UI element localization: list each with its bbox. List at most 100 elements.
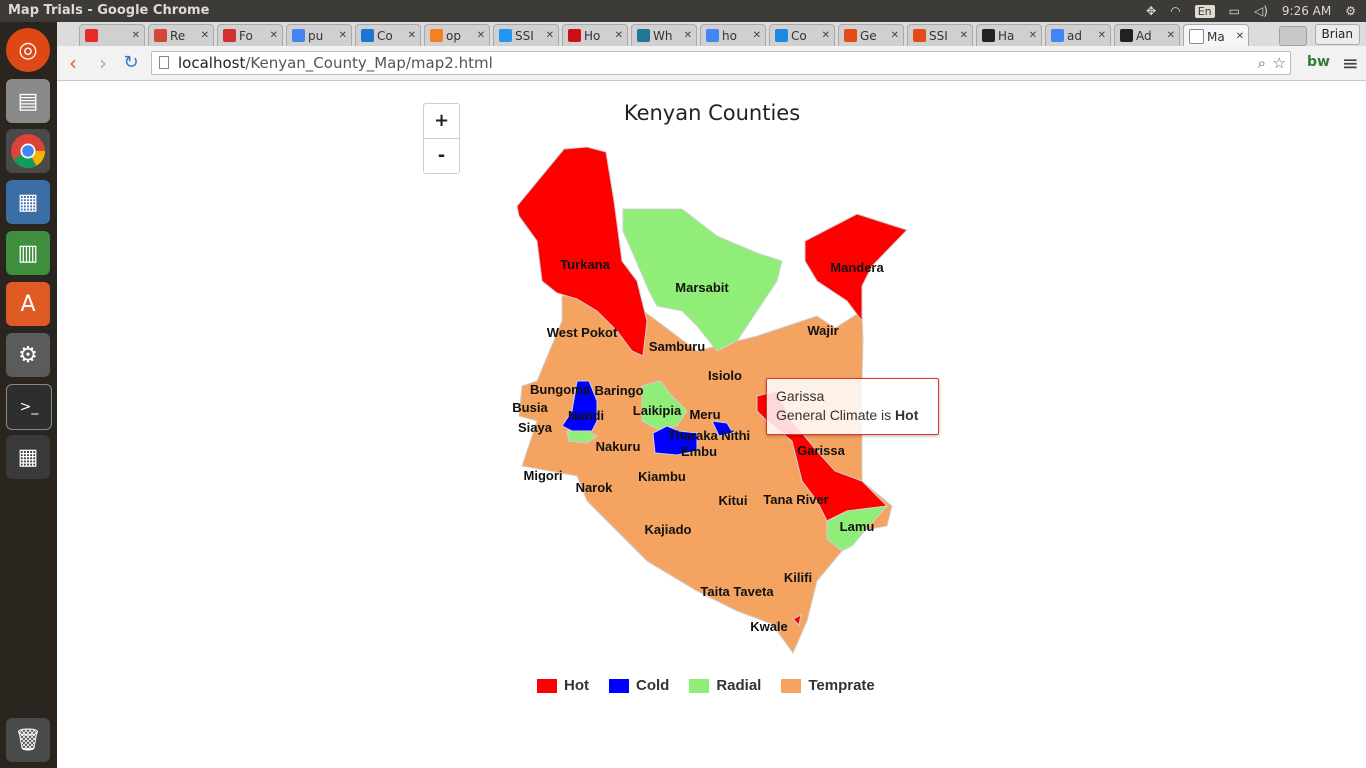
county-label-isiolo: Isiolo	[708, 368, 742, 383]
tab-10[interactable]: Co ✕	[769, 24, 835, 46]
tab-close-icon[interactable]: ✕	[614, 30, 623, 41]
tab-2[interactable]: Fo ✕	[217, 24, 283, 46]
tab-close-icon[interactable]: ✕	[683, 30, 692, 41]
tab-8[interactable]: Wh ✕	[631, 24, 697, 46]
county-tharaka-nithi[interactable]	[652, 425, 698, 456]
tab-label: Ge	[860, 28, 877, 43]
tab-close-icon[interactable]: ✕	[1028, 30, 1037, 41]
settings-icon[interactable]: ⚙	[6, 333, 50, 377]
fp-icon	[223, 29, 236, 42]
legend-swatch	[781, 678, 802, 693]
county-lamu[interactable]	[826, 505, 889, 552]
wifi-icon[interactable]: ◠	[1170, 4, 1181, 18]
county-small-radial[interactable]	[566, 430, 598, 444]
tab-strip: ✕ Re ✕ Fo ✕ pu ✕ Co ✕ op ✕ SSI ✕ Ho ✕ Wh ✕ ho ✕ Co ✕ Ge ✕ SSI ✕ H…	[57, 22, 1366, 48]
gmail-icon	[154, 29, 167, 42]
tab-close-icon[interactable]: ✕	[1166, 30, 1175, 41]
legend-swatch	[609, 678, 629, 693]
county-label-meru: Meru	[689, 407, 720, 422]
profile-button[interactable]: Brian	[1314, 24, 1360, 45]
power-icon[interactable]: ⚙	[1345, 4, 1356, 18]
terminal-icon[interactable]: >_	[6, 384, 52, 430]
volume-icon[interactable]: ◁)	[1253, 4, 1268, 18]
tab-close-icon[interactable]: ✕	[1235, 31, 1244, 42]
extension-bw-icon[interactable]: bw	[1307, 54, 1330, 70]
clock[interactable]: 9:26 AM	[1281, 4, 1332, 18]
writer-icon[interactable]: ▦	[6, 180, 50, 224]
tab-7[interactable]: Ho ✕	[562, 24, 628, 46]
county-laikipia[interactable]	[641, 380, 688, 430]
county-label-west-pokot: West Pokot	[547, 325, 618, 340]
tab-close-icon[interactable]: ✕	[338, 30, 347, 41]
workspace-switcher-icon[interactable]: ▦	[6, 435, 50, 479]
calc-icon[interactable]: ▥	[6, 231, 50, 275]
tab-4[interactable]: Co ✕	[355, 24, 421, 46]
legend-label: Temprate	[808, 677, 875, 694]
chrome-icon[interactable]	[6, 129, 50, 173]
tab-close-icon[interactable]: ✕	[821, 30, 830, 41]
browser-toolbar: ‹ › ↻ localhost/Kenyan_County_Map/map2.h…	[57, 46, 1366, 81]
trash-icon[interactable]: 🗑	[6, 718, 50, 762]
tab-13[interactable]: Ha ✕	[976, 24, 1042, 46]
county-turkana[interactable]	[516, 146, 648, 357]
tab-16[interactable]: Ma ✕	[1183, 24, 1249, 48]
county-label-wajir: Wajir	[807, 323, 838, 338]
tab-close-icon[interactable]: ✕	[269, 30, 278, 41]
tab-label: Wh	[653, 28, 673, 43]
tab-6[interactable]: SSI ✕	[493, 24, 559, 46]
tab-11[interactable]: Ge ✕	[838, 24, 904, 46]
keyboard-layout-indicator[interactable]: En	[1194, 4, 1215, 18]
tab-close-icon[interactable]: ✕	[476, 30, 485, 41]
files-icon[interactable]: ▤	[6, 79, 50, 123]
battery-icon[interactable]: ▭	[1228, 4, 1240, 18]
tab-label: Co	[377, 28, 393, 43]
county-meru-cold[interactable]	[711, 420, 734, 437]
tab-label: Co	[791, 28, 807, 43]
tab-close-icon[interactable]: ✕	[200, 30, 209, 41]
software-center-icon[interactable]: A	[6, 282, 50, 326]
dropbox-icon[interactable]: ✥	[1146, 4, 1157, 18]
county-marsabit[interactable]	[622, 208, 783, 352]
menu-icon[interactable]: ≡	[1342, 51, 1359, 75]
tab-12[interactable]: SSI ✕	[907, 24, 973, 46]
county-label-kilifi: Kilifi	[784, 570, 812, 585]
tab-0[interactable]: ✕	[79, 24, 145, 46]
county-nandi[interactable]	[561, 380, 598, 432]
legend-label: Cold	[636, 677, 670, 694]
zoom-out-button[interactable]: -	[424, 138, 459, 173]
tooltip-climate: Hot	[895, 407, 919, 423]
tab-close-icon[interactable]: ✕	[752, 30, 761, 41]
address-bar[interactable]: localhost/Kenyan_County_Map/map2.html ⌕ …	[151, 51, 1291, 75]
tab-14[interactable]: ad ✕	[1045, 24, 1111, 46]
county-label-mandera: Mandera	[830, 260, 884, 275]
dash-home-icon[interactable]: ◎	[6, 28, 50, 72]
county-label-taita-taveta: Taita Taveta	[700, 584, 774, 599]
tab-close-icon[interactable]: ✕	[1097, 30, 1106, 41]
tab-close-icon[interactable]: ✕	[545, 30, 554, 41]
tab-close-icon[interactable]: ✕	[407, 30, 416, 41]
google-icon	[292, 29, 305, 42]
tooltip-prefix: General Climate is	[776, 407, 896, 423]
ssl-icon	[913, 29, 926, 42]
reload-button[interactable]: ↻	[123, 52, 139, 73]
county-label-tharaka-nithi: Tharaka Nithi	[668, 428, 750, 443]
county-mandera[interactable]	[804, 213, 908, 323]
forward-button[interactable]: ›	[99, 51, 107, 75]
tab-close-icon[interactable]: ✕	[890, 30, 899, 41]
tab-5[interactable]: op ✕	[424, 24, 490, 46]
tab-9[interactable]: ho ✕	[700, 24, 766, 46]
bookmark-star-icon[interactable]: ☆	[1272, 54, 1286, 72]
new-tab-button[interactable]	[1279, 26, 1307, 46]
tab-1[interactable]: Re ✕	[148, 24, 214, 46]
tab-3[interactable]: pu ✕	[286, 24, 352, 46]
back-button[interactable]: ‹	[69, 51, 77, 75]
zoom-icon[interactable]: ⌕	[1257, 54, 1266, 72]
county-label-laikipia: Laikipia	[633, 403, 682, 418]
tab-close-icon[interactable]: ✕	[131, 30, 140, 41]
legend-item-hot: Hot	[537, 677, 589, 694]
tab-label: Ad	[1136, 28, 1152, 43]
tab-close-icon[interactable]: ✕	[959, 30, 968, 41]
county-coastal-hot[interactable]	[792, 614, 802, 627]
zoom-in-button[interactable]: +	[433, 110, 450, 131]
tab-15[interactable]: Ad ✕	[1114, 24, 1180, 46]
